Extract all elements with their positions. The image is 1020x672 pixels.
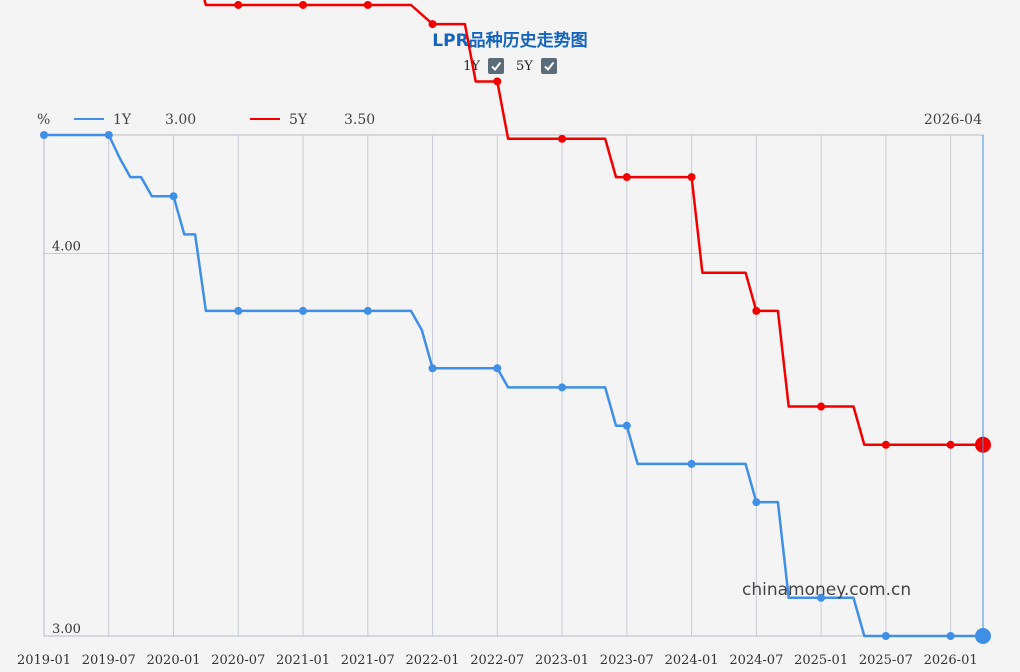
x-axis-labels: 2019-01 2019-07 2020-01 2020-07 2021-01 2021-…: [17, 653, 978, 668]
x-tick-label: 2021-01: [276, 653, 330, 668]
data-point-1y: [881, 632, 890, 640]
data-point-1y: [363, 306, 372, 315]
x-tick-label: 2024-01: [665, 653, 719, 668]
x-tick-label: 2024-07: [729, 653, 783, 668]
toggle-5y-label: 5Y: [516, 58, 533, 74]
legend-1y-value: 3.00: [165, 112, 196, 128]
data-point-1y: [752, 498, 761, 507]
watermark-text: chinamoney.com.cn: [742, 580, 911, 600]
data-point-1y: [234, 306, 243, 315]
x-tick-label: 2021-07: [341, 653, 395, 668]
data-point-5y: [299, 0, 308, 9]
series-markers: [40, 0, 991, 644]
latest-date-label: 2026-04: [924, 112, 982, 128]
data-point-5y: [687, 173, 696, 182]
data-point-5y: [817, 402, 826, 411]
data-point-5y: [363, 0, 372, 9]
data-point-1y: [40, 131, 48, 139]
x-tick-label: 2020-01: [147, 653, 201, 668]
data-point-5y: [558, 134, 567, 143]
plot-frame: [43, 134, 984, 637]
series-toggles: 1Y 5Y: [0, 58, 1020, 74]
data-point-1y: [493, 364, 502, 373]
series-line-1y: [44, 133, 983, 638]
data-point-1y: [687, 459, 696, 468]
y-axis-labels: 4.00 3.00: [52, 240, 81, 637]
data-point-5y: [493, 77, 502, 86]
x-tick-label: 2019-07: [82, 653, 136, 668]
legend-5y-value: 3.50: [344, 112, 375, 128]
x-tick-label: 2026-01: [924, 653, 978, 668]
data-point-1y: [558, 383, 567, 392]
data-point-5y: [881, 440, 890, 449]
x-tick-label: 2022-07: [470, 653, 524, 668]
checkbox-icon[interactable]: [540, 58, 557, 74]
chart-title: LPR品种历史走势图: [432, 31, 588, 51]
x-tick-label: 2023-01: [535, 653, 589, 668]
data-point-5y: [234, 0, 243, 9]
x-tick-label: 2025-01: [794, 653, 848, 668]
data-point-1y: [946, 632, 955, 640]
toggle-5y[interactable]: 5Y: [516, 58, 557, 74]
grid-layer: [43, 135, 983, 637]
series-line-5y: [203, 0, 983, 447]
legend-1y-name: 1Y: [113, 112, 132, 128]
chart-legend: % 1Y 3.00 5Y 3.50 2026-04: [37, 112, 982, 128]
legend-5y-name: 5Y: [289, 112, 308, 128]
x-tick-label: 2025-07: [859, 653, 913, 668]
x-tick-label: 2020-07: [211, 653, 265, 668]
data-point-5y: [428, 20, 437, 29]
data-point-5y: [622, 173, 631, 182]
data-point-1y: [169, 192, 178, 201]
y-tick-label: 3.00: [52, 622, 81, 637]
x-tick-label: 2019-01: [17, 653, 71, 668]
checkbox-icon[interactable]: [488, 58, 504, 74]
x-tick-label: 2023-07: [600, 653, 654, 668]
y-tick-label: 4.00: [52, 240, 81, 255]
data-point-5y: [752, 306, 761, 315]
x-tick-label: 2022-01: [406, 653, 460, 668]
data-point-1y: [299, 306, 308, 315]
data-point-1y: [104, 131, 113, 139]
series-lines: [44, 0, 983, 638]
data-point-1y: [817, 593, 826, 602]
data-point-1y: [622, 421, 631, 430]
unit-label: %: [37, 112, 50, 128]
data-point-1y: [428, 364, 437, 373]
data-point-5y: [946, 440, 955, 449]
